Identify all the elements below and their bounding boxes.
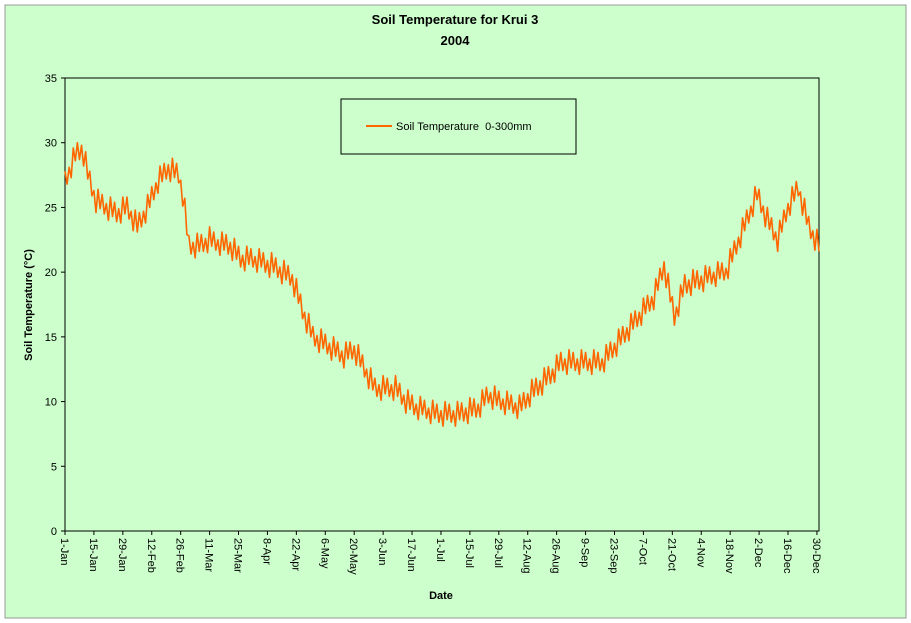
x-tick-label: 29-Jan [116,538,128,572]
x-tick-label: 1-Jan [58,538,70,566]
x-tick-label: 4-Nov [694,538,706,568]
x-tick-label: 26-Aug [550,538,562,573]
y-tick-label: 20 [45,267,57,279]
y-tick-label: 5 [51,461,57,473]
x-tick-label: 16-Dec [781,538,793,574]
y-tick-label: 15 [45,332,57,344]
y-tick-label: 10 [45,397,57,409]
x-tick-label: 20-May [347,538,359,575]
x-tick-label: 15-Jul [463,538,475,568]
x-tick-label: 12-Feb [145,538,157,573]
y-axis-label: Soil Temperature (°C) [23,249,35,361]
x-tick-label: 23-Sep [607,538,619,573]
y-tick-label: 25 [45,202,57,214]
y-tick-label: 35 [45,73,57,85]
x-tick-label: 26-Feb [174,538,186,573]
x-tick-label: 1-Jul [434,538,446,562]
x-tick-label: 2-Dec [752,538,764,568]
chart-subtitle: 2004 [441,33,471,48]
y-tick-label: 30 [45,138,57,150]
legend-label: Soil Temperature 0-300mm [396,121,532,133]
x-tick-label: 17-Jun [405,538,417,572]
chart-title: Soil Temperature for Krui 3 [372,12,539,27]
x-tick-label: 12-Aug [521,538,533,573]
x-tick-label: 6-May [318,538,330,569]
x-tick-label: 15-Jan [87,538,99,572]
x-axis-label: Date [429,590,453,602]
data-line [64,141,820,427]
x-tick-label: 22-Apr [289,538,301,571]
x-tick-label: 25-Mar [232,538,244,573]
x-tick-label: 9-Sep [579,538,591,567]
x-tick-label: 11-Mar [203,538,215,572]
x-tick-label: 8-Apr [260,538,272,565]
x-tick-label: 21-Oct [665,538,677,571]
x-tick-label: 18-Nov [723,538,735,574]
legend: Soil Temperature 0-300mm [340,98,577,155]
y-tick-label: 0 [51,526,57,538]
x-tick-label: 7-Oct [636,538,648,565]
x-tick-label: 30-Dec [810,538,822,574]
x-tick-label: 29-Jul [492,538,504,568]
x-tick-label: 3-Jun [376,538,388,566]
